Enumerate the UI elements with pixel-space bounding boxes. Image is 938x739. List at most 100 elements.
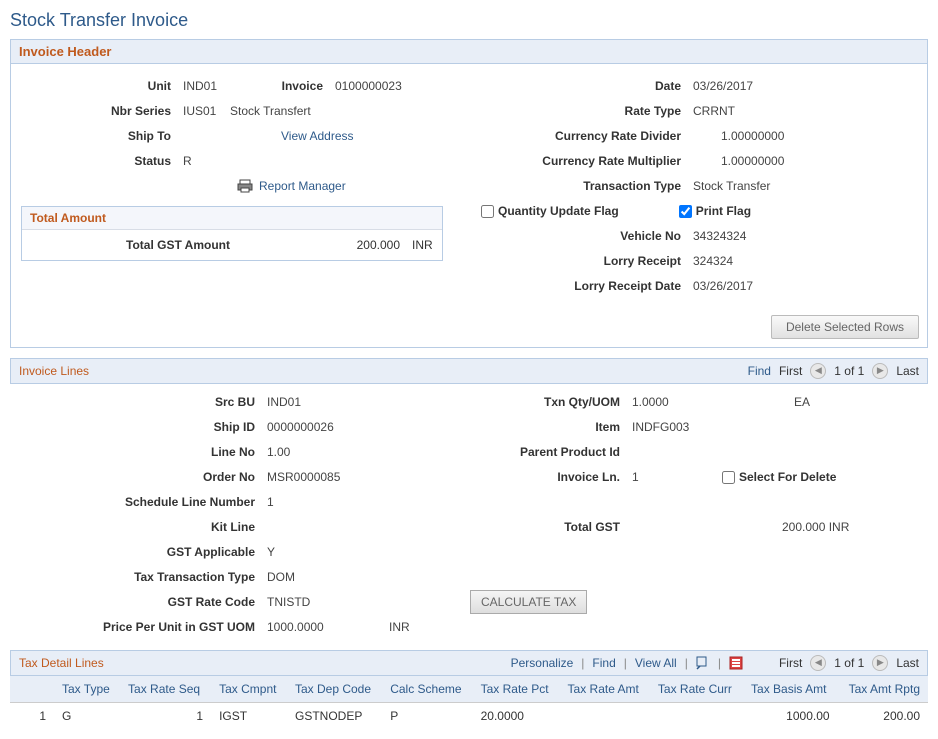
transaction-type-label: Transaction Type — [481, 179, 691, 193]
item-label: Item — [470, 420, 630, 434]
tax-cell-rate-amt — [560, 703, 650, 730]
tax-next-button[interactable]: ▶ — [872, 655, 888, 671]
invoice-lines-next-button[interactable]: ▶ — [872, 363, 888, 379]
unit-label: Unit — [21, 79, 181, 93]
tax-col-type[interactable]: Tax Type — [54, 676, 120, 703]
invoice-lines-title: Invoice Lines — [19, 364, 89, 378]
total-gst-amount-curr: INR — [412, 238, 433, 252]
parent-product-id-label: Parent Product Id — [470, 445, 630, 459]
nbr-series-value: IUS01 — [181, 104, 228, 118]
total-gst-value: 200.000 INR — [780, 520, 849, 534]
gst-rate-code-value: TNISTD — [265, 595, 310, 609]
unit-value: IND01 — [181, 79, 243, 93]
download-icon[interactable] — [729, 656, 743, 670]
invoice-value: 0100000023 — [333, 79, 402, 93]
order-no-label: Order No — [20, 470, 265, 484]
tax-txn-type-value: DOM — [265, 570, 295, 584]
tax-col-amt-rptg[interactable]: Tax Amt Rptg — [838, 676, 928, 703]
invoice-lines-prev-button[interactable]: ◀ — [810, 363, 826, 379]
total-amount-title: Total Amount — [22, 207, 442, 230]
tax-find-link[interactable]: Find — [592, 656, 615, 670]
tax-prev-button[interactable]: ◀ — [810, 655, 826, 671]
tax-cell-cmpnt: IGST — [211, 703, 287, 730]
delete-selected-rows-button[interactable]: Delete Selected Rows — [771, 315, 919, 339]
price-per-unit-value: 1000.0000 — [265, 620, 347, 634]
invoice-lines-body: Src BUIND01 Ship ID0000000026 Line No1.0… — [10, 384, 928, 650]
tax-page: 1 of 1 — [834, 656, 864, 670]
lorry-receipt-date-label: Lorry Receipt Date — [481, 279, 691, 293]
invoice-header-title: Invoice Header — [11, 40, 927, 64]
rate-type-label: Rate Type — [481, 104, 691, 118]
tax-detail-table: Tax Type Tax Rate Seq Tax Cmpnt Tax Dep … — [10, 676, 928, 729]
tax-cell-calc-scheme: P — [382, 703, 472, 730]
src-bu-value: IND01 — [265, 395, 301, 409]
transaction-type-value: Stock Transfer — [691, 179, 770, 193]
tax-cell-rate-seq: 1 — [120, 703, 211, 730]
tax-col-rate-seq[interactable]: Tax Rate Seq — [120, 676, 211, 703]
rate-type-value: CRRNT — [691, 104, 735, 118]
lorry-receipt-date-value: 03/26/2017 — [691, 279, 753, 293]
src-bu-label: Src BU — [20, 395, 265, 409]
rate-multiplier-value: 1.00000000 — [691, 154, 784, 168]
price-per-unit-label: Price Per Unit in GST UOM — [20, 620, 265, 634]
tax-cell-amt-rptg: 200.00 — [838, 703, 928, 730]
tax-detail-bar: Tax Detail Lines Personalize | Find | Vi… — [10, 650, 928, 676]
tax-cell-type: G — [54, 703, 120, 730]
quantity-update-checkbox[interactable] — [481, 205, 494, 218]
tax-view-all-link[interactable]: View All — [635, 656, 677, 670]
total-gst-amount-value: 200.000 — [250, 238, 412, 252]
tax-col-cmpnt[interactable]: Tax Cmpnt — [211, 676, 287, 703]
tax-detail-title: Tax Detail Lines — [19, 656, 104, 670]
vehicle-no-label: Vehicle No — [481, 229, 691, 243]
gst-applicable-value: Y — [265, 545, 275, 559]
item-value: INDFG003 — [630, 420, 689, 434]
tax-col-rate-amt[interactable]: Tax Rate Amt — [560, 676, 650, 703]
rate-divider-value: 1.00000000 — [691, 129, 784, 143]
tax-col-dep-code[interactable]: Tax Dep Code — [287, 676, 382, 703]
tax-last: Last — [896, 656, 919, 670]
tax-personalize-link[interactable]: Personalize — [511, 656, 574, 670]
tax-col-rate-pct[interactable]: Tax Rate Pct — [473, 676, 560, 703]
price-per-unit-curr: INR — [387, 620, 410, 634]
tax-col-basis-amt[interactable]: Tax Basis Amt — [743, 676, 838, 703]
lorry-receipt-value: 324324 — [691, 254, 733, 268]
date-value: 03/26/2017 — [691, 79, 753, 93]
tax-col-rate-curr[interactable]: Tax Rate Curr — [650, 676, 743, 703]
tax-cell-seq: 1 — [10, 703, 54, 730]
invoice-lines-find-link[interactable]: Find — [748, 364, 771, 378]
tax-cell-basis-amt: 1000.00 — [743, 703, 838, 730]
ship-to-label: Ship To — [21, 129, 181, 143]
vehicle-no-value: 34324324 — [691, 229, 746, 243]
lorry-receipt-label: Lorry Receipt — [481, 254, 691, 268]
invoice-lines-page: 1 of 1 — [834, 364, 864, 378]
view-address-link[interactable]: View Address — [281, 129, 354, 143]
select-for-delete-checkbox[interactable] — [722, 471, 735, 484]
print-flag-checkbox[interactable] — [679, 205, 692, 218]
order-no-value: MSR0000085 — [265, 470, 340, 484]
tax-cell-dep-code: GSTNODEP — [287, 703, 382, 730]
report-manager-link[interactable]: Report Manager — [259, 179, 346, 193]
quantity-update-label: Quantity Update Flag — [498, 204, 619, 218]
invoice-label: Invoice — [243, 79, 333, 93]
line-no-value: 1.00 — [265, 445, 290, 459]
total-amount-box: Total Amount Total GST Amount 200.000 IN… — [21, 206, 443, 261]
tax-first: First — [779, 656, 802, 670]
invoice-ln-value: 1 — [630, 470, 692, 484]
rate-divider-label: Currency Rate Divider — [481, 129, 691, 143]
select-for-delete-label: Select For Delete — [739, 470, 836, 484]
status-value: R — [181, 154, 192, 168]
calculate-tax-button[interactable]: CALCULATE TAX — [470, 590, 587, 614]
rate-multiplier-label: Currency Rate Multiplier — [481, 154, 691, 168]
total-gst-label: Total GST — [470, 520, 630, 534]
ship-id-value: 0000000026 — [265, 420, 334, 434]
invoice-lines-bar: Invoice Lines Find First ◀ 1 of 1 ▶ Last — [10, 358, 928, 384]
zoom-icon[interactable] — [696, 656, 710, 670]
schedule-line-value: 1 — [265, 495, 274, 509]
print-flag-label: Print Flag — [696, 204, 751, 218]
tax-col-calc-scheme[interactable]: Calc Scheme — [382, 676, 472, 703]
txn-qty-label: Txn Qty/UOM — [470, 395, 630, 409]
tax-row: 1 G 1 IGST GSTNODEP P 20.0000 1000.00 20… — [10, 703, 928, 730]
tax-col-seq — [10, 676, 54, 703]
page-title: Stock Transfer Invoice — [10, 10, 928, 31]
printer-icon[interactable] — [237, 179, 253, 193]
